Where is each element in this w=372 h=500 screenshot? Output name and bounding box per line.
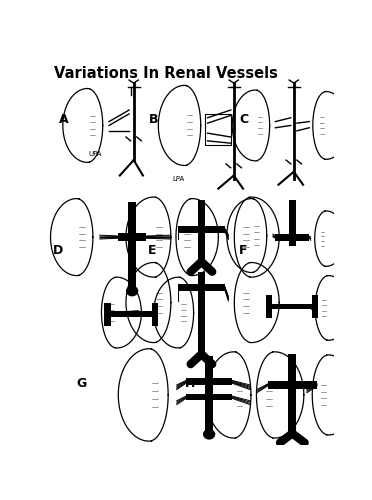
Polygon shape bbox=[315, 211, 344, 266]
Polygon shape bbox=[51, 198, 93, 276]
Bar bbox=[108, 312, 155, 317]
Bar bbox=[186, 378, 232, 386]
Polygon shape bbox=[126, 197, 171, 277]
Bar bbox=[186, 394, 232, 400]
Polygon shape bbox=[63, 88, 103, 162]
Bar bbox=[198, 272, 205, 337]
Polygon shape bbox=[227, 198, 267, 272]
Text: E: E bbox=[148, 244, 156, 257]
Polygon shape bbox=[126, 262, 171, 342]
Polygon shape bbox=[313, 92, 348, 160]
Bar bbox=[205, 422, 213, 431]
Text: LPA: LPA bbox=[172, 176, 184, 182]
Text: H: H bbox=[185, 377, 195, 390]
Bar bbox=[118, 233, 146, 241]
Text: B: B bbox=[149, 113, 158, 126]
Bar bbox=[128, 268, 136, 287]
Bar bbox=[288, 422, 296, 434]
Bar bbox=[205, 356, 213, 422]
Polygon shape bbox=[315, 276, 350, 340]
Text: V: V bbox=[198, 277, 204, 286]
Bar bbox=[205, 114, 231, 144]
Polygon shape bbox=[102, 277, 141, 348]
Bar bbox=[267, 381, 317, 389]
Polygon shape bbox=[154, 277, 193, 348]
Bar bbox=[128, 202, 136, 268]
Text: F: F bbox=[239, 244, 248, 257]
Polygon shape bbox=[158, 86, 201, 166]
Polygon shape bbox=[176, 198, 218, 276]
Bar bbox=[288, 354, 296, 422]
Polygon shape bbox=[118, 349, 168, 441]
Bar bbox=[105, 302, 110, 326]
Bar bbox=[266, 295, 272, 318]
Bar bbox=[198, 337, 205, 354]
Bar bbox=[275, 234, 309, 240]
Bar bbox=[312, 295, 318, 318]
Text: A: A bbox=[59, 113, 68, 126]
Bar bbox=[289, 200, 296, 246]
Ellipse shape bbox=[126, 286, 138, 296]
Bar bbox=[178, 226, 225, 233]
Polygon shape bbox=[234, 262, 279, 342]
Text: D: D bbox=[53, 244, 63, 257]
Text: Variations In Renal Vessels: Variations In Renal Vessels bbox=[54, 66, 278, 81]
Bar bbox=[198, 200, 205, 264]
Polygon shape bbox=[312, 355, 355, 435]
Polygon shape bbox=[206, 352, 251, 438]
Polygon shape bbox=[256, 352, 304, 438]
Bar bbox=[152, 302, 158, 326]
Polygon shape bbox=[232, 90, 270, 161]
Text: C: C bbox=[239, 113, 248, 126]
Bar bbox=[269, 304, 315, 309]
Bar bbox=[178, 284, 225, 290]
Text: UPA: UPA bbox=[89, 152, 102, 158]
Polygon shape bbox=[234, 197, 279, 277]
Text: G: G bbox=[76, 377, 86, 390]
Ellipse shape bbox=[203, 429, 215, 440]
